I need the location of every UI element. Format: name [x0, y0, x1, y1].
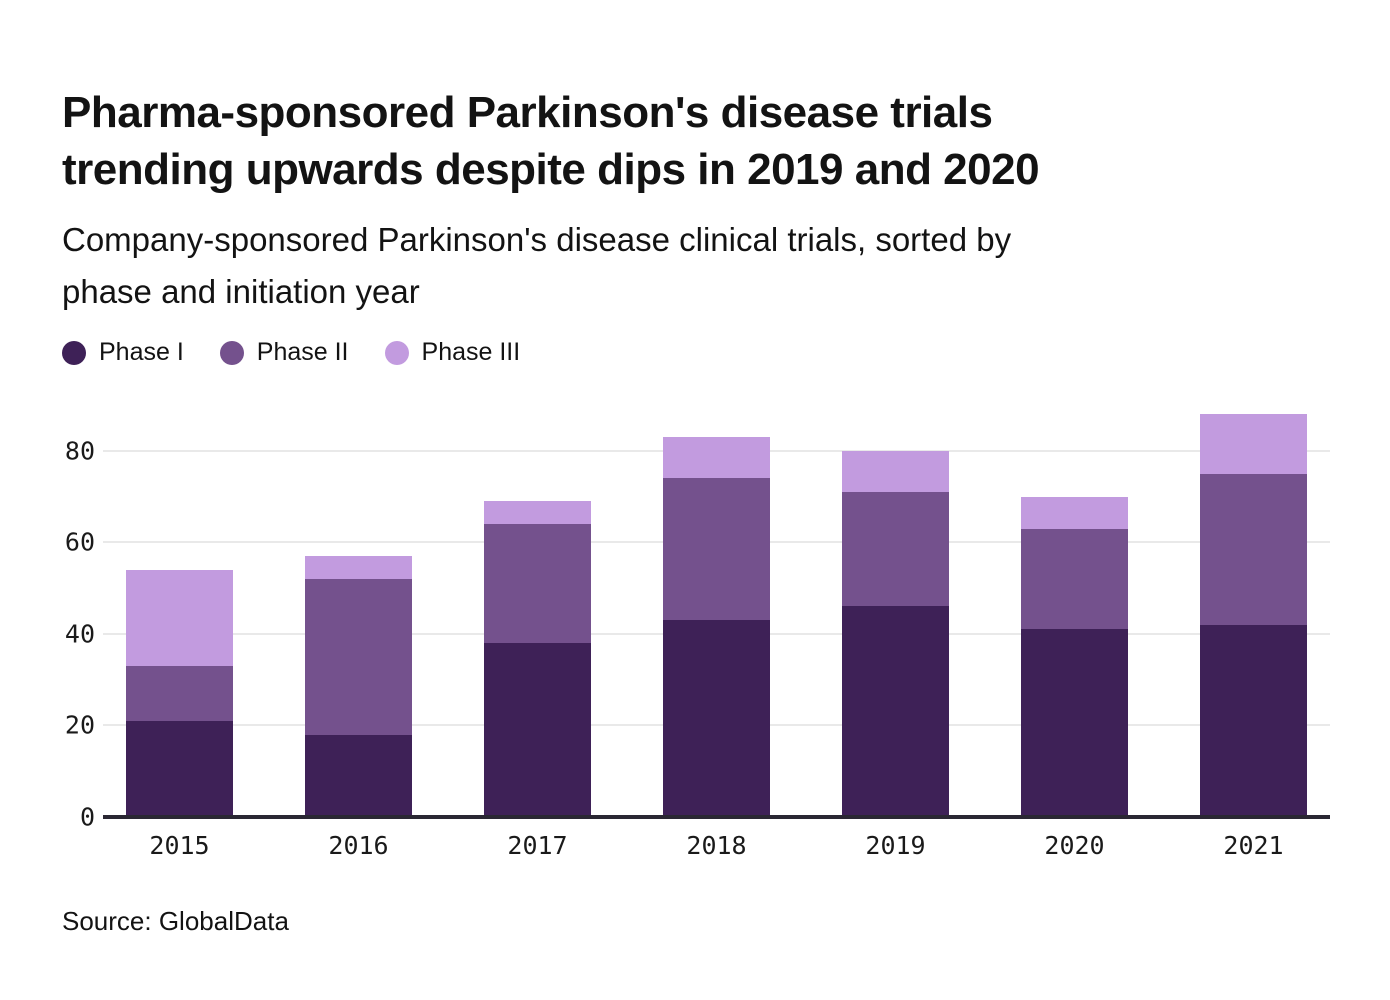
bar-segment-2019-phase-ii [842, 492, 949, 607]
chart-subtitle-line-2: phase and initiation year [62, 273, 420, 310]
bar-2015 [126, 569, 233, 817]
phase-3-swatch-icon [384, 340, 409, 365]
bar-segment-2020-phase-ii [1021, 528, 1128, 630]
y-tick-label-0: 0 [79, 802, 95, 832]
bar-2016 [305, 556, 412, 817]
bar-2017 [484, 501, 591, 817]
x-tick-label-2015: 2015 [149, 831, 210, 860]
bar-segment-2020-phase-i [1021, 629, 1128, 817]
x-tick-label-2018: 2018 [686, 831, 747, 860]
y-tick-label-40: 40 [64, 619, 95, 649]
source-attribution: Source: GlobalData [62, 906, 289, 936]
bar-2020 [1021, 496, 1128, 817]
chart-subtitle: Company-sponsored Parkinson's disease cl… [62, 214, 1011, 318]
x-axis: 2015 2016 2017 2018 2019 2020 2021 [103, 831, 1330, 871]
y-tick-label-60: 60 [64, 527, 95, 557]
bar-segment-2015-phase-iii [126, 569, 233, 666]
bar-segment-2018-phase-ii [663, 478, 770, 621]
legend: Phase I Phase II Phase III [62, 338, 520, 367]
phase-1-swatch-icon [62, 340, 86, 365]
bar-segment-2017-phase-ii [484, 524, 591, 644]
chart-title: Pharma-sponsored Parkinson's disease tri… [62, 84, 1040, 198]
bar-segment-2016-phase-iii [305, 556, 412, 579]
bar-2018 [663, 437, 770, 817]
bar-segment-2015-phase-i [126, 720, 233, 817]
bar-2019 [842, 450, 949, 817]
bar-segment-2017-phase-iii [484, 501, 591, 525]
legend-item-phase-1: Phase I [62, 338, 184, 367]
bar-2021 [1200, 414, 1307, 817]
phase-2-swatch-icon [219, 340, 244, 365]
y-tick-label-20: 20 [64, 710, 95, 740]
chart-title-line-1: Pharma-sponsored Parkinson's disease tri… [62, 88, 993, 137]
chart-subtitle-line-1: Company-sponsored Parkinson's disease cl… [62, 221, 1012, 258]
bar-segment-2021-phase-iii [1200, 414, 1307, 474]
bar-segment-2019-phase-iii [842, 450, 949, 492]
bar-segment-2021-phase-i [1200, 624, 1307, 817]
legend-item-phase-3: Phase III [384, 338, 521, 367]
x-axis-line [103, 815, 1330, 819]
bar-segment-2018-phase-i [663, 620, 770, 817]
x-tick-label-2020: 2020 [1044, 831, 1105, 860]
bar-segment-2016-phase-i [305, 734, 412, 817]
legend-label-phase-2: Phase II [256, 338, 349, 366]
bar-segment-2018-phase-iii [663, 437, 770, 479]
chart-title-line-2: trending upwards despite dips in 2019 an… [62, 145, 1040, 194]
y-axis: 0 20 40 60 80 [38, 405, 95, 831]
plot-area [103, 405, 1330, 819]
y-tick-label-80: 80 [64, 436, 95, 466]
x-tick-label-2017: 2017 [507, 831, 568, 860]
legend-label-phase-3: Phase III [421, 338, 521, 366]
bar-segment-2017-phase-i [484, 643, 591, 817]
bar-segment-2016-phase-ii [305, 578, 412, 735]
bar-segment-2020-phase-iii [1021, 496, 1128, 529]
x-tick-label-2016: 2016 [328, 831, 389, 860]
bar-segment-2021-phase-ii [1200, 473, 1307, 625]
x-tick-label-2019: 2019 [865, 831, 926, 860]
bar-segment-2019-phase-i [842, 606, 949, 817]
legend-label-phase-1: Phase I [99, 338, 184, 366]
legend-item-phase-2: Phase II [219, 338, 349, 367]
x-tick-label-2021: 2021 [1223, 831, 1284, 860]
bar-segment-2015-phase-ii [126, 665, 233, 721]
